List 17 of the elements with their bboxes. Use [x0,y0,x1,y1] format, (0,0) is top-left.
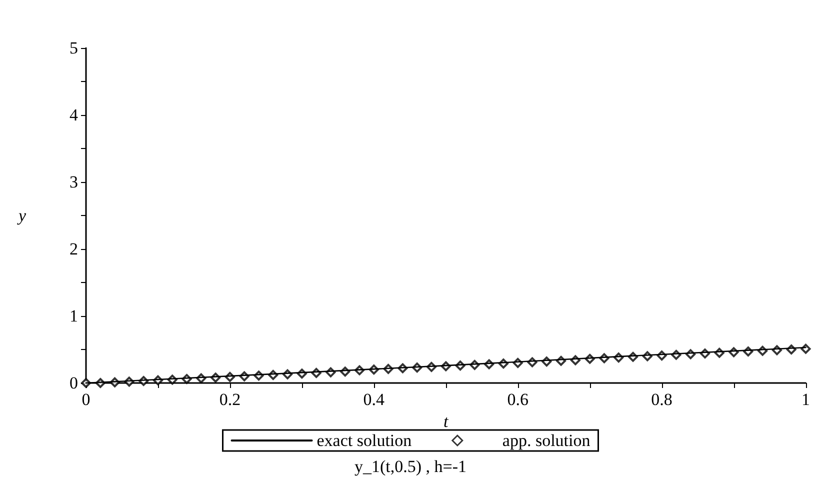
x-tick-label: 0 [82,390,90,409]
y-tick-label: 5 [70,38,78,58]
x-tick-label: 0.6 [507,390,528,409]
legend-label: app. solution [502,431,591,450]
y-tick-label: 3 [70,172,78,192]
y-tick-label: 4 [70,106,78,124]
y-axis-title: y [16,206,26,225]
y-tick-label: 1 [70,306,78,326]
x-axis-title: t [444,412,450,431]
x-tick-label: 0.8 [651,390,672,409]
x-tick-label: 0.2 [219,390,241,409]
legend-label: exact solution [316,431,412,450]
y-tick-label: 2 [70,240,78,258]
y-tick-label: 0 [70,374,78,392]
x-tick-label: 1 [802,390,810,409]
x-tick-label: 0.4 [363,390,386,409]
text: y_1(t,0.5) , h=-1 [354,457,467,476]
